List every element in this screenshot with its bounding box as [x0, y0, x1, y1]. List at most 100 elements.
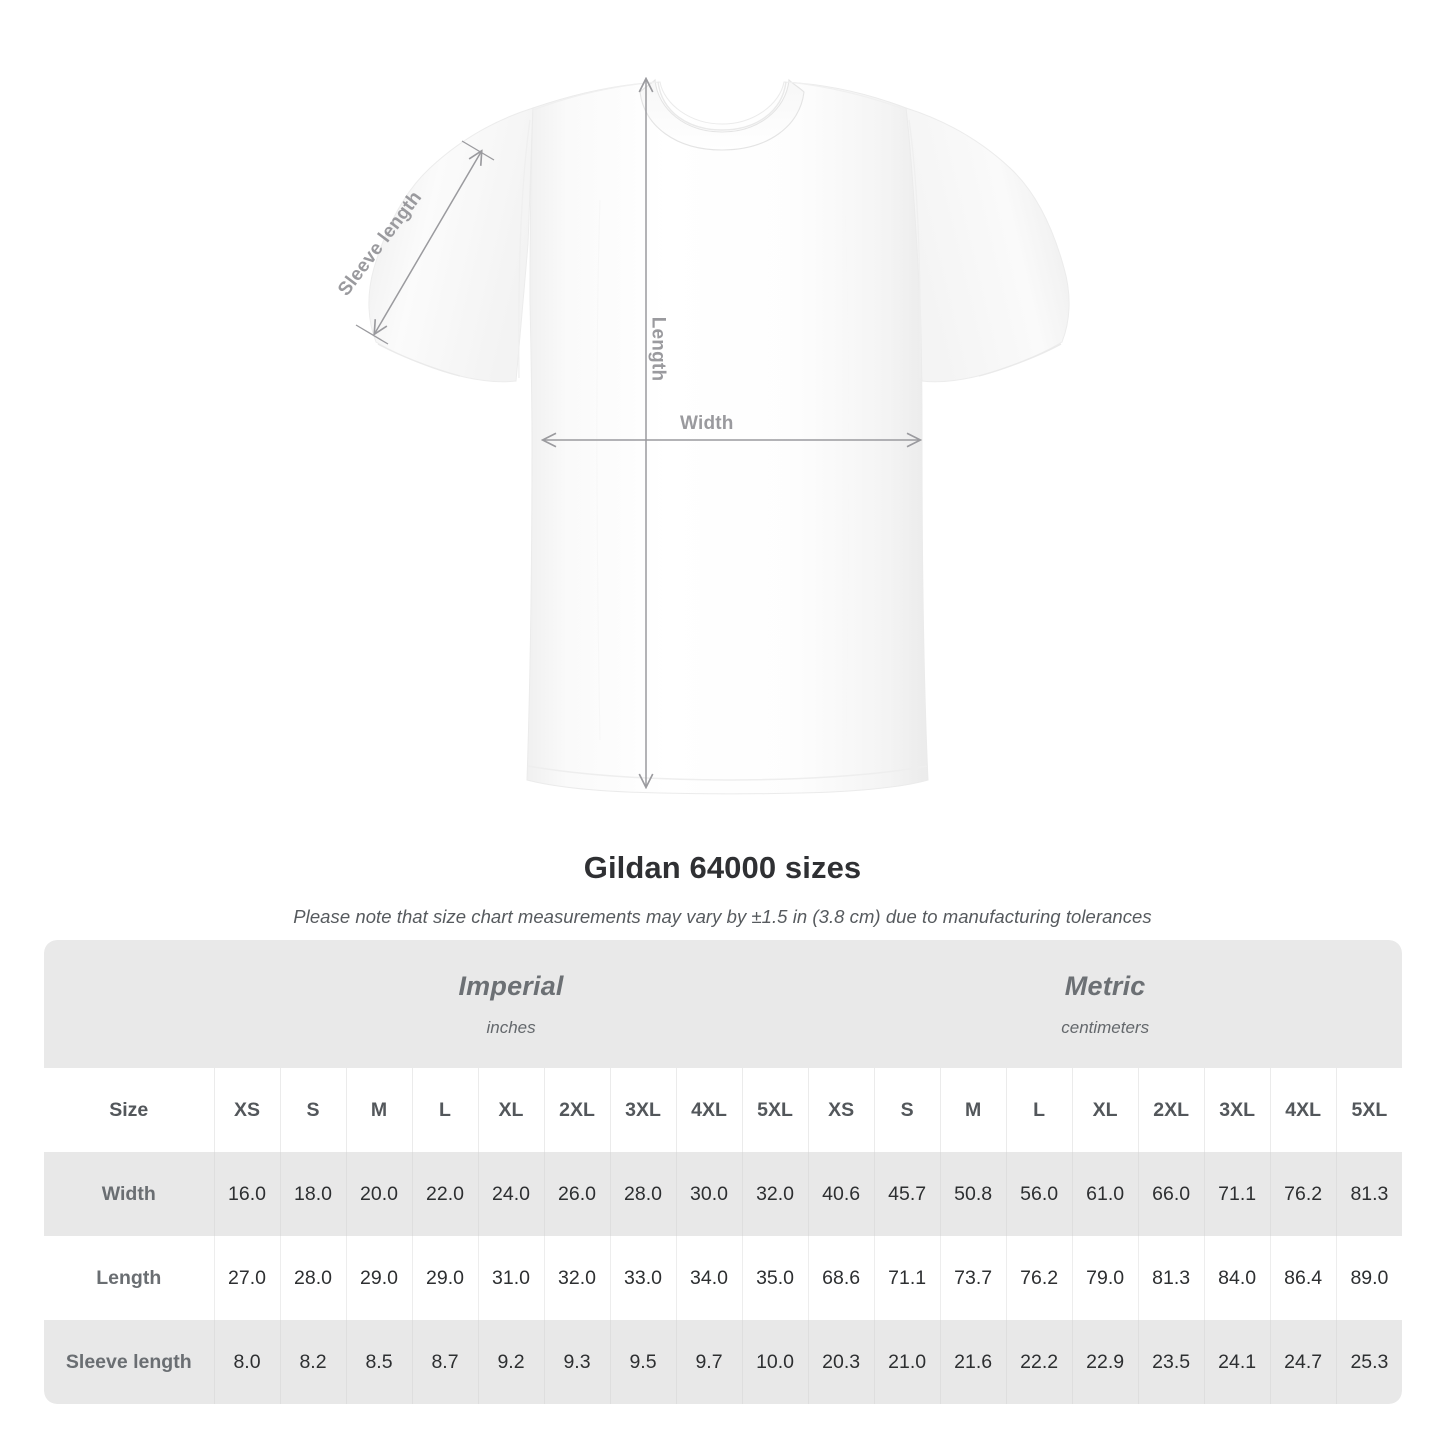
- size-header-metric-xs: XS: [807, 1068, 875, 1152]
- tshirt-illustration: [355, 0, 1070, 795]
- cell-sleeve-metric-4xl: 24.7: [1269, 1320, 1337, 1404]
- cell-length-metric-l: 76.2: [1005, 1236, 1073, 1320]
- cell-width-metric-l: 56.0: [1005, 1152, 1073, 1236]
- cell-length-imperial-l: 29.0: [411, 1236, 478, 1320]
- cell-length-metric-xs: 68.6: [807, 1236, 875, 1320]
- cell-sleeve-metric-2xl: 23.5: [1137, 1320, 1205, 1404]
- sleeve-hem-right: [978, 343, 1062, 377]
- cell-width-imperial-l: 22.0: [411, 1152, 478, 1236]
- cell-sleeve-imperial-2xl: 9.3: [543, 1320, 610, 1404]
- size-header-metric-m: M: [939, 1068, 1007, 1152]
- width-label: Width: [680, 413, 734, 434]
- row-label-width: Width: [44, 1152, 214, 1236]
- cell-length-imperial-m: 29.0: [345, 1236, 412, 1320]
- tshirt-illustration-panel: Sleeve length Length Width: [334, 0, 1070, 795]
- cell-width-imperial-s: 18.0: [279, 1152, 346, 1236]
- size-header-imperial-5xl: 5XL: [741, 1068, 809, 1152]
- cell-sleeve-metric-s: 21.0: [873, 1320, 941, 1404]
- size-chart-table: Imperial inches Metric centimeters Size …: [44, 940, 1403, 1404]
- cell-length-imperial-xl: 31.0: [477, 1236, 544, 1320]
- size-header-metric-4xl: 4XL: [1269, 1068, 1337, 1152]
- cell-length-metric-2xl: 81.3: [1137, 1236, 1205, 1320]
- cell-length-metric-3xl: 84.0: [1203, 1236, 1271, 1320]
- double-arrow-diagonal-icon: [355, 140, 495, 345]
- length-label: Length: [647, 316, 669, 382]
- cell-width-imperial-m: 20.0: [345, 1152, 412, 1236]
- cell-sleeve-metric-xl: 22.9: [1071, 1320, 1139, 1404]
- size-header-metric-3xl: 3XL: [1203, 1068, 1271, 1152]
- cell-length-imperial-5xl: 35.0: [741, 1236, 809, 1320]
- size-header-imperial-4xl: 4XL: [675, 1068, 742, 1152]
- cell-width-imperial-5xl: 32.0: [741, 1152, 809, 1236]
- cell-sleeve-imperial-xs: 8.0: [213, 1320, 280, 1404]
- tick-sleeve-bottom: [355, 324, 389, 345]
- size-header-imperial-2xl: 2XL: [543, 1068, 610, 1152]
- cell-sleeve-imperial-3xl: 9.5: [609, 1320, 676, 1404]
- cell-sleeve-metric-l: 22.2: [1005, 1320, 1073, 1404]
- cell-width-imperial-2xl: 26.0: [543, 1152, 610, 1236]
- size-header-metric-l: L: [1005, 1068, 1073, 1152]
- unit-name-imperial: Imperial: [458, 970, 564, 1001]
- cell-width-metric-xs: 40.6: [807, 1152, 875, 1236]
- unit-header-row: Imperial inches Metric centimeters: [44, 940, 1403, 1068]
- cell-length-imperial-3xl: 33.0: [609, 1236, 676, 1320]
- table-row: Length 27.0 28.0 29.0 29.0 31.0 32.0 33.…: [44, 1236, 1403, 1320]
- size-header-imperial-xl: XL: [477, 1068, 544, 1152]
- sleeve-hem-left: [377, 343, 461, 377]
- size-header-imperial-s: S: [279, 1068, 346, 1152]
- size-chart-table-wrap: Imperial inches Metric centimeters Size …: [44, 940, 1403, 1404]
- cell-sleeve-imperial-m: 8.5: [345, 1320, 412, 1404]
- unit-spacer-cell: [44, 940, 214, 1068]
- armhole-seam-right: [908, 119, 921, 379]
- cell-width-metric-2xl: 66.0: [1137, 1152, 1205, 1236]
- row-label-length: Length: [44, 1236, 214, 1320]
- shirt-neck-opening: [657, 81, 787, 131]
- cell-width-imperial-3xl: 28.0: [609, 1152, 676, 1236]
- cell-sleeve-metric-xs: 20.3: [807, 1320, 875, 1404]
- unit-sub-metric: centimeters: [1061, 1017, 1150, 1037]
- size-header-metric-2xl: 2XL: [1137, 1068, 1205, 1152]
- cell-length-metric-xl: 79.0: [1071, 1236, 1139, 1320]
- cell-length-imperial-4xl: 34.0: [675, 1236, 742, 1320]
- size-header-metric-s: S: [873, 1068, 941, 1152]
- cell-length-imperial-s: 28.0: [279, 1236, 346, 1320]
- cell-sleeve-imperial-5xl: 10.0: [741, 1320, 809, 1404]
- shoulder-seam-right: [787, 81, 907, 111]
- cell-length-metric-s: 71.1: [873, 1236, 941, 1320]
- cell-width-imperial-4xl: 30.0: [675, 1152, 742, 1236]
- unit-name-metric: Metric: [1064, 970, 1146, 1001]
- shirt-body: [526, 81, 929, 795]
- page-title: Gildan 64000 sizes: [583, 850, 862, 885]
- tick-sleeve-top: [461, 140, 495, 161]
- cell-length-imperial-2xl: 32.0: [543, 1236, 610, 1320]
- armhole-seam-left: [518, 119, 531, 379]
- shirt-bottom-hem: [527, 765, 928, 781]
- size-header-imperial-m: M: [345, 1068, 412, 1152]
- cell-sleeve-imperial-4xl: 9.7: [675, 1320, 742, 1404]
- size-header-label: Size: [44, 1068, 214, 1152]
- title-block: Gildan 64000 sizes Please note that size…: [0, 840, 1445, 928]
- cell-width-metric-s: 45.7: [873, 1152, 941, 1236]
- cell-sleeve-imperial-l: 8.7: [411, 1320, 478, 1404]
- unit-sub-imperial: inches: [486, 1017, 536, 1037]
- cell-width-metric-3xl: 71.1: [1203, 1152, 1271, 1236]
- size-header-metric-5xl: 5XL: [1335, 1068, 1403, 1152]
- cell-sleeve-imperial-s: 8.2: [279, 1320, 346, 1404]
- cell-sleeve-metric-5xl: 25.3: [1335, 1320, 1403, 1404]
- size-header-row: Size XS S M L XL 2XL 3XL 4XL 5XL XS S M …: [44, 1068, 1403, 1152]
- row-label-sleeve-length: Sleeve length: [44, 1320, 214, 1404]
- table-row: Width 16.0 18.0 20.0 22.0 24.0 26.0 28.0…: [44, 1152, 1403, 1236]
- shirt-right-sleeve: [905, 107, 1070, 383]
- size-header-imperial-3xl: 3XL: [609, 1068, 676, 1152]
- cell-width-imperial-xl: 24.0: [477, 1152, 544, 1236]
- cell-length-imperial-xs: 27.0: [213, 1236, 280, 1320]
- cell-sleeve-metric-m: 21.6: [939, 1320, 1007, 1404]
- size-header-imperial-xs: XS: [213, 1068, 280, 1152]
- table-row: Sleeve length 8.0 8.2 8.5 8.7 9.2 9.3 9.…: [44, 1320, 1403, 1404]
- cell-width-metric-m: 50.8: [939, 1152, 1007, 1236]
- cell-width-metric-4xl: 76.2: [1269, 1152, 1337, 1236]
- cell-width-metric-5xl: 81.3: [1335, 1152, 1403, 1236]
- size-header-imperial-l: L: [411, 1068, 478, 1152]
- cell-length-metric-5xl: 89.0: [1335, 1236, 1403, 1320]
- cell-length-metric-4xl: 86.4: [1269, 1236, 1337, 1320]
